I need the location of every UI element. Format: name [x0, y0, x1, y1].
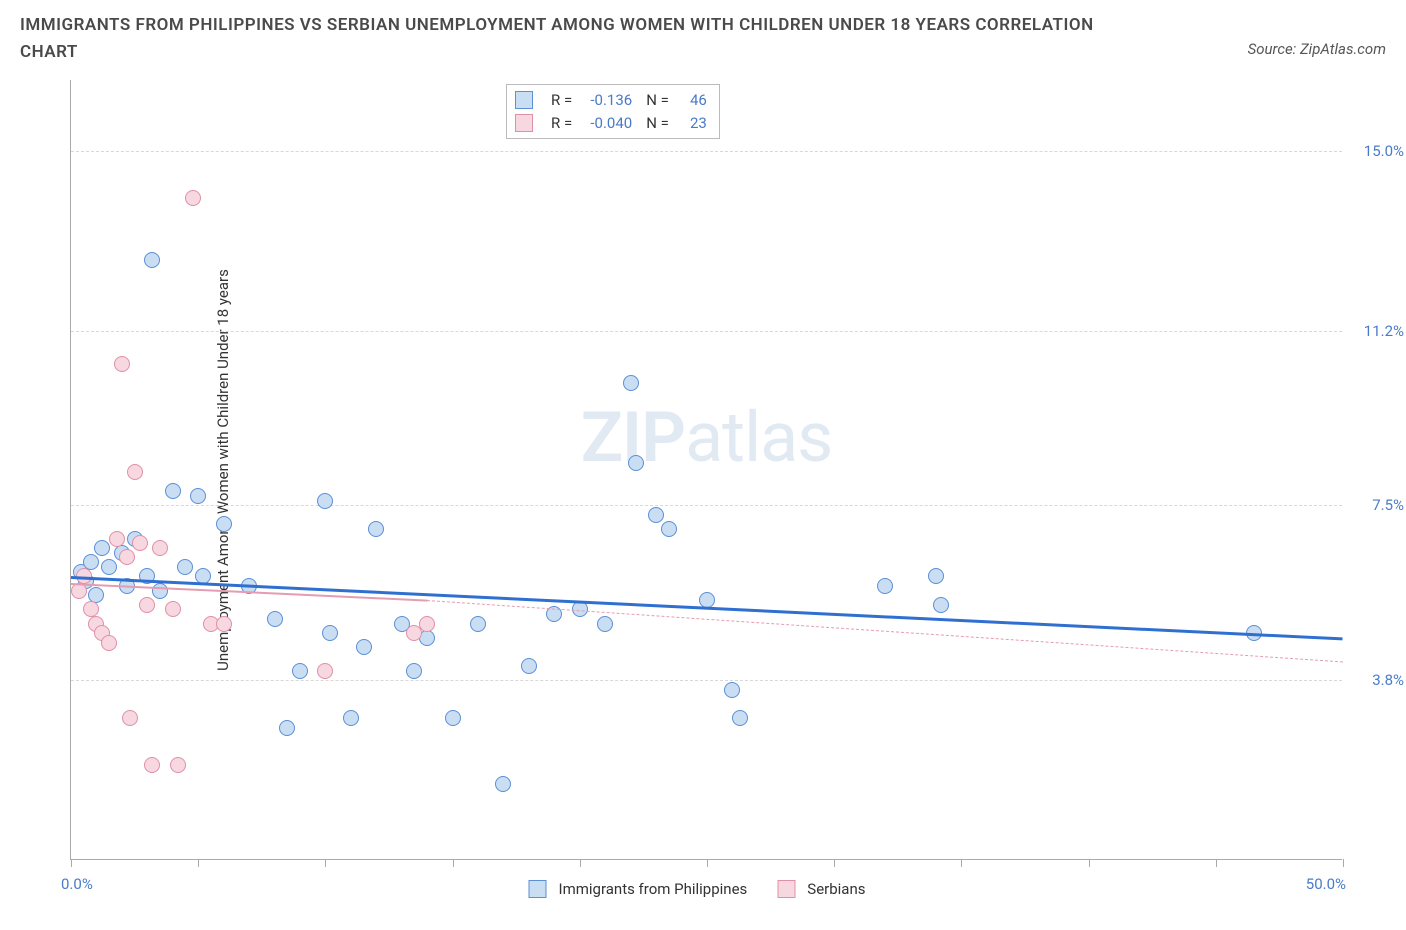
- data-point: [216, 616, 232, 632]
- data-point: [597, 616, 613, 632]
- stat-R-label: R =: [551, 89, 572, 112]
- data-point: [661, 521, 677, 537]
- y-tick-label: 15.0%: [1364, 142, 1404, 160]
- data-point: [177, 559, 193, 575]
- stat-R-value: -0.040: [582, 112, 632, 135]
- data-point: [170, 757, 186, 773]
- data-point: [724, 682, 740, 698]
- data-point: [122, 710, 138, 726]
- x-tick: [707, 859, 708, 867]
- data-point: [419, 616, 435, 632]
- x-tick: [1216, 859, 1217, 867]
- x-tick: [961, 859, 962, 867]
- data-point: [165, 601, 181, 617]
- data-point: [648, 507, 664, 523]
- regression-line: [71, 576, 1343, 640]
- data-point: [185, 190, 201, 206]
- chart-title: IMMIGRANTS FROM PHILIPPINES VS SERBIAN U…: [20, 12, 1140, 66]
- y-tick-label: 3.8%: [1372, 671, 1404, 689]
- data-point: [356, 639, 372, 655]
- stat-R-value: -0.136: [582, 89, 632, 112]
- legend-swatch: [529, 880, 547, 898]
- source-label: Source: ZipAtlas.com: [1248, 40, 1386, 58]
- data-point: [94, 540, 110, 556]
- data-point: [732, 710, 748, 726]
- data-point: [322, 625, 338, 641]
- data-point: [119, 549, 135, 565]
- scatter-plot: ZIPatlas R =-0.136N =46R =-0.040N =23 3.…: [70, 80, 1342, 860]
- watermark: ZIPatlas: [581, 397, 833, 479]
- data-point: [406, 663, 422, 679]
- stat-N-value: 23: [679, 112, 707, 135]
- x-tick: [325, 859, 326, 867]
- data-point: [165, 483, 181, 499]
- data-point: [877, 578, 893, 594]
- stat-N-label: N =: [646, 112, 669, 135]
- legend-swatch: [777, 880, 795, 898]
- data-point: [470, 616, 486, 632]
- legend-label: Serbians: [807, 880, 865, 898]
- x-min-label: 0.0%: [61, 875, 93, 893]
- data-point: [292, 663, 308, 679]
- data-point: [317, 493, 333, 509]
- data-point: [139, 597, 155, 613]
- chart-area: Unemployment Among Women with Children U…: [52, 80, 1342, 860]
- x-tick: [1343, 859, 1344, 867]
- legend-swatch: [515, 114, 533, 132]
- gridline: [71, 680, 1342, 681]
- x-max-label: 50.0%: [1306, 875, 1346, 893]
- legend-label: Immigrants from Philippines: [559, 880, 748, 898]
- data-point: [101, 559, 117, 575]
- data-point: [279, 720, 295, 736]
- data-point: [152, 583, 168, 599]
- y-tick-label: 11.2%: [1364, 322, 1404, 340]
- data-point: [343, 710, 359, 726]
- legend-item: Serbians: [777, 880, 865, 898]
- data-point: [114, 356, 130, 372]
- data-point: [127, 464, 143, 480]
- gridline: [71, 151, 1342, 152]
- x-tick: [834, 859, 835, 867]
- data-point: [216, 516, 232, 532]
- data-point: [928, 568, 944, 584]
- data-point: [368, 521, 384, 537]
- data-point: [521, 658, 537, 674]
- stat-N-label: N =: [646, 89, 669, 112]
- x-tick: [453, 859, 454, 867]
- data-point: [495, 776, 511, 792]
- stats-row: R = -0.136 N = 46: [515, 89, 707, 112]
- data-point: [445, 710, 461, 726]
- legend-swatch: [515, 91, 533, 109]
- data-point: [933, 597, 949, 613]
- data-point: [144, 252, 160, 268]
- gridline: [71, 331, 1342, 332]
- data-point: [101, 635, 117, 651]
- data-point: [190, 488, 206, 504]
- data-point: [144, 757, 160, 773]
- y-tick-label: 7.5%: [1372, 496, 1404, 514]
- data-point: [109, 531, 125, 547]
- bottom-legend: Immigrants from Philippines Serbians: [529, 880, 866, 898]
- x-tick: [71, 859, 72, 867]
- data-point: [623, 375, 639, 391]
- data-point: [267, 611, 283, 627]
- stats-legend-box: R = -0.136 N = 46 R = -0.040 N = 23: [506, 84, 720, 139]
- stats-row: R = -0.040 N = 23: [515, 112, 707, 135]
- data-point: [152, 540, 168, 556]
- stat-R-label: R =: [551, 112, 572, 135]
- legend-item: Immigrants from Philippines: [529, 880, 748, 898]
- x-tick: [580, 859, 581, 867]
- stat-N-value: 46: [679, 89, 707, 112]
- data-point: [132, 535, 148, 551]
- data-point: [317, 663, 333, 679]
- x-tick: [198, 859, 199, 867]
- chart-header: IMMIGRANTS FROM PHILIPPINES VS SERBIAN U…: [0, 0, 1406, 70]
- gridline: [71, 505, 1342, 506]
- x-tick: [1089, 859, 1090, 867]
- data-point: [628, 455, 644, 471]
